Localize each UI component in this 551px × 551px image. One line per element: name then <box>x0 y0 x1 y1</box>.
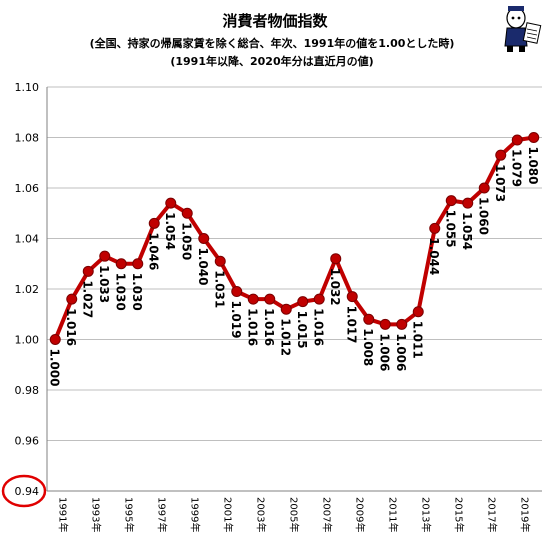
data-point <box>396 318 408 330</box>
y-tick-label: 1.06 <box>15 182 40 195</box>
data-label: 1.016 <box>245 308 259 346</box>
data-point <box>412 306 424 318</box>
data-label: 1.000 <box>47 349 61 387</box>
highlight-circle <box>1 474 47 508</box>
data-point <box>478 182 490 194</box>
data-point <box>297 296 309 308</box>
data-label: 1.011 <box>410 321 424 359</box>
grid-lines <box>47 86 542 492</box>
series-points <box>49 132 540 345</box>
data-label: 1.006 <box>377 333 391 371</box>
x-tick-label: 2013年 <box>419 497 432 532</box>
mascot-illustration-icon <box>504 6 542 52</box>
data-label: 1.033 <box>97 265 111 303</box>
data-point <box>511 134 523 146</box>
data-label: 1.073 <box>493 164 507 202</box>
data-point <box>66 293 78 305</box>
x-tick-label: 2003年 <box>254 497 267 532</box>
data-label: 1.016 <box>311 308 325 346</box>
data-point <box>462 197 474 209</box>
data-label: 1.050 <box>179 222 193 260</box>
data-label: 1.030 <box>113 273 127 311</box>
data-label: 1.046 <box>146 232 160 270</box>
axes <box>46 87 542 492</box>
y-tick-label: 1.02 <box>15 283 40 296</box>
x-tick-label: 2007年 <box>320 497 333 532</box>
chart-title: 消費者物価指数 <box>222 12 328 30</box>
data-label: 1.079 <box>509 149 523 187</box>
data-label: 1.016 <box>262 308 276 346</box>
y-axis-ticks: 0.94 0.96 0.98 1.00 1.02 1.04 1.06 1.08 1.10 <box>15 81 40 498</box>
data-point <box>247 293 259 305</box>
x-tick-label: 2017年 <box>485 497 498 532</box>
data-label: 1.006 <box>394 333 408 371</box>
y-tick-label: 1.08 <box>15 132 40 145</box>
data-label: 1.040 <box>196 248 210 286</box>
data-label: 1.015 <box>295 311 309 349</box>
data-point <box>99 250 111 262</box>
data-label: 1.027 <box>80 280 94 318</box>
x-axis-ticks: 1991年 1993年 1995年 1997年 1999年 2001年 2003年 2005年… <box>56 497 531 532</box>
data-label: 1.060 <box>476 197 490 235</box>
data-label: 1.016 <box>64 308 78 346</box>
x-tick-label: 2005年 <box>287 497 300 532</box>
y-tick-label: 1.04 <box>15 233 40 246</box>
data-label: 1.019 <box>229 301 243 339</box>
data-label: 1.012 <box>278 318 292 356</box>
data-point <box>330 253 342 265</box>
data-point <box>346 291 358 303</box>
y-tick-label: 0.98 <box>15 384 40 397</box>
data-label: 1.017 <box>344 306 358 344</box>
x-tick-label: 2011年 <box>386 497 399 532</box>
data-point <box>165 197 177 209</box>
y-tick-label: 0.96 <box>15 435 40 448</box>
data-point <box>280 303 292 315</box>
data-point <box>429 222 441 234</box>
data-point <box>148 217 160 229</box>
data-label: 1.032 <box>328 268 342 306</box>
y-tick-label: 1.10 <box>15 81 40 94</box>
data-label: 1.044 <box>427 237 441 275</box>
data-point <box>181 207 193 219</box>
data-point <box>313 293 325 305</box>
chart-subtitle-2: (1991年以降、2020年分は直近月の値) <box>170 54 373 68</box>
data-point <box>231 286 243 298</box>
x-tick-label: 1999年 <box>188 497 201 532</box>
data-point <box>49 334 61 345</box>
data-label: 1.008 <box>361 328 375 366</box>
x-tick-label: 2009年 <box>353 497 366 532</box>
data-label: 1.054 <box>163 212 177 250</box>
data-label: 1.054 <box>460 212 474 250</box>
data-label: 1.055 <box>443 210 457 248</box>
x-tick-label: 1997年 <box>155 497 168 532</box>
x-tick-label: 2015年 <box>452 497 465 532</box>
x-tick-label: 1991年 <box>56 497 69 532</box>
data-label: 1.031 <box>212 270 226 308</box>
data-point <box>198 233 210 244</box>
x-tick-label: 2001年 <box>221 497 234 532</box>
x-tick-label: 1995年 <box>122 497 135 532</box>
data-point <box>445 195 457 207</box>
x-tick-label: 2019年 <box>518 497 531 532</box>
data-point <box>132 258 144 270</box>
y-tick-label: 0.94 <box>15 485 40 498</box>
data-point <box>363 313 375 325</box>
data-point <box>264 293 276 305</box>
data-label: 1.080 <box>526 147 540 185</box>
data-label: 1.030 <box>130 273 144 311</box>
data-point <box>379 318 391 330</box>
x-tick-label: 1993年 <box>89 497 102 532</box>
data-point <box>528 132 540 143</box>
data-point <box>115 258 127 270</box>
data-point <box>214 255 226 267</box>
chart-subtitle: (全国、持家の帰属家賃を除く総合、年次、1991年の値を1.00とした時) <box>90 36 455 50</box>
data-point <box>82 265 94 277</box>
y-tick-label: 1.00 <box>15 334 40 347</box>
data-point <box>495 149 507 161</box>
